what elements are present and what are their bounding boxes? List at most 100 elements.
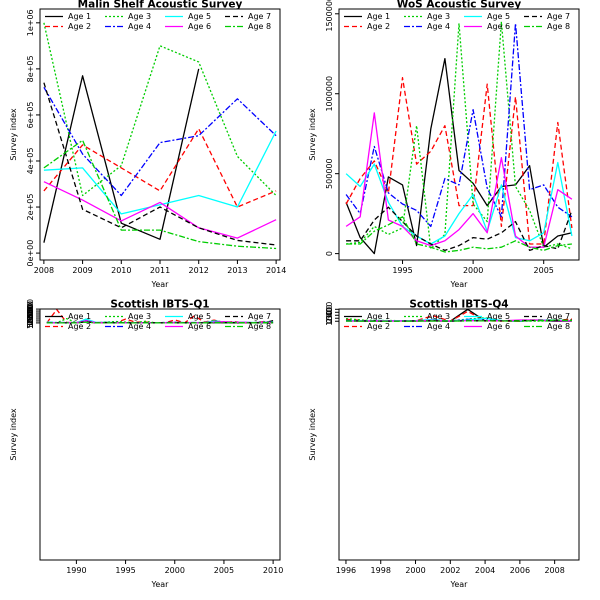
legend-label: Age 7: [547, 12, 570, 21]
x-tick-label: 2011: [150, 266, 170, 275]
legend-label: Age 1: [68, 12, 91, 21]
series-line-age-6: [345, 112, 573, 248]
y-tick-label: 500: [26, 313, 35, 328]
series-line-age-3: [43, 22, 277, 197]
y-tick-label: 4e+05: [26, 148, 35, 175]
y-tick-label: 2500: [26, 303, 35, 323]
chart-panel-2: WoS Acoustic Survey 1995 2000 2005 0 500000 10…: [308, 0, 580, 289]
x-tick-label: 2000: [165, 566, 185, 575]
y-tick-label: 2000: [26, 305, 35, 325]
x-tick-label: 2002: [440, 566, 460, 575]
chart-title: WoS Acoustic Survey: [397, 0, 522, 11]
y-tick-label: 1500: [26, 307, 35, 327]
x-tick-label: 2008: [544, 566, 564, 575]
y-tick-label: 1000: [26, 309, 35, 329]
chart-panel-4: Scottish IBTS-Q4 1996 1998 2000 2002 2004 2006…: [308, 299, 580, 589]
x-tick-label: 2010: [111, 266, 131, 275]
series-line-age-4: [345, 22, 573, 228]
series-line-age-8: [346, 216, 572, 253]
x-tick-label: 2008: [34, 266, 54, 275]
legend-label: Age 5: [487, 312, 510, 321]
x-axis-label: Year: [450, 280, 469, 289]
x-axis-label: Year: [450, 580, 469, 589]
series-lines: [345, 21, 573, 255]
legend-label: Age 7: [248, 312, 271, 321]
y-tick-label: 3000: [26, 301, 35, 321]
y-tick-label: 3500: [26, 299, 35, 319]
x-tick-label: 1996: [336, 566, 356, 575]
y-tick-label: 0: [325, 251, 334, 256]
x-tick-label: 1995: [392, 266, 412, 275]
legend-label: Age 2: [68, 22, 91, 31]
legend-label: Age 1: [367, 312, 390, 321]
series-line-age-5: [345, 161, 573, 245]
chart-panel-1: Malin Shelf Acoustic Survey 2008 2009 2010 2…: [9, 0, 286, 289]
chart-title: Scottish IBTS-Q4: [409, 299, 508, 311]
series-line-age-8: [346, 319, 573, 322]
legend-label: Age 7: [248, 12, 271, 21]
legend-label: Age 5: [188, 12, 211, 21]
chart-title: Malin Shelf Acoustic Survey: [78, 0, 243, 11]
legend-label: Age 6: [188, 22, 211, 31]
series-lines: [345, 309, 573, 322]
x-tick-label: 2014: [266, 266, 286, 275]
series-lines: [46, 309, 274, 324]
y-tick-label: 8e+05: [26, 55, 35, 82]
series-line-age-1: [345, 57, 573, 255]
plot-area: [39, 8, 281, 261]
legend-label: Age 2: [367, 22, 390, 31]
legend-label: Age 5: [188, 312, 211, 321]
x-tick-label: 2013: [227, 266, 247, 275]
y-tick-label: 400: [325, 302, 334, 317]
y-axis-label: Survey index: [9, 408, 18, 461]
y-tick-label: 6e+05: [26, 101, 35, 128]
y-tick-label: 0: [26, 320, 35, 325]
x-tick-label: 2004: [475, 566, 495, 575]
series-line-age-2: [43, 128, 277, 208]
y-tick-label: 0e+00: [26, 240, 35, 267]
legend-label: Age 3: [427, 12, 450, 21]
series-line-age-6: [43, 181, 277, 239]
x-tick-label: 1990: [66, 566, 86, 575]
series-line-age-7: [43, 82, 277, 246]
series-line-age-1: [43, 68, 200, 243]
legend-label: Age 5: [487, 12, 510, 21]
legend-label: Age 4: [128, 22, 151, 31]
x-tick-label: 2000: [463, 266, 483, 275]
series-line-age-5: [43, 130, 277, 215]
x-tick-label: 2005: [214, 566, 234, 575]
legend-label: Age 3: [128, 312, 151, 321]
y-axis-label: Survey index: [9, 108, 18, 161]
x-tick-label: 2006: [510, 566, 530, 575]
legend-label: Age 3: [427, 312, 450, 321]
plot-area: [39, 308, 281, 561]
y-tick-label: 500000: [325, 158, 334, 189]
plot-area: [338, 8, 580, 261]
series-line-age-7: [346, 206, 573, 252]
legend-label: Age 7: [547, 312, 570, 321]
series-line-age-8: [43, 139, 277, 250]
legend-label: Age 3: [128, 12, 151, 21]
legend-label: Age 1: [367, 12, 390, 21]
y-tick-label: 1e+06: [26, 9, 35, 36]
legend-label: Age 6: [487, 322, 510, 331]
series-line-age-3: [346, 21, 573, 250]
series-line-age-4: [43, 86, 277, 197]
x-tick-label: 1995: [115, 566, 135, 575]
legend-label: Age 8: [248, 22, 271, 31]
x-tick-label: 1998: [371, 566, 391, 575]
x-axis-label: Year: [151, 280, 170, 289]
x-tick-label: 2010: [263, 566, 283, 575]
legend-label: Age 2: [68, 322, 91, 331]
series-line-age-8: [46, 321, 274, 324]
y-tick-label: 1500000: [325, 0, 334, 32]
legend-label: Age 1: [68, 312, 91, 321]
legend-label: Age 6: [487, 22, 510, 31]
y-tick-label: 1000000: [325, 76, 334, 112]
chart-title: Scottish IBTS-Q1: [110, 299, 209, 311]
